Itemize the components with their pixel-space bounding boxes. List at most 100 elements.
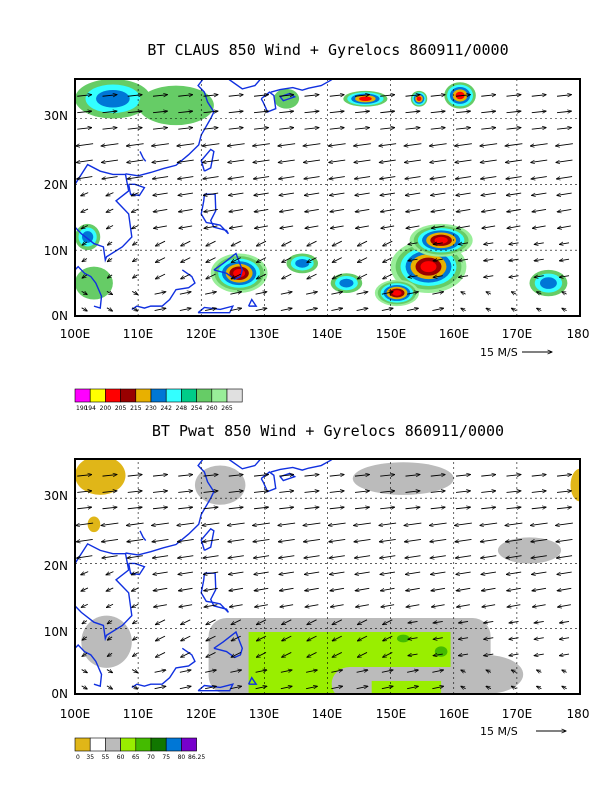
wind-vector [383,619,393,625]
wind-vector [455,128,470,130]
wind-vector [202,538,220,541]
colorbar-label: 80 [178,754,186,761]
wind-vector [279,209,294,211]
wind-vector [76,143,94,146]
colorbar-swatch [165,388,182,403]
wind-vector [486,308,492,310]
cloud-contour [233,269,246,278]
wind-vector [152,95,167,97]
wind-vector [506,475,521,477]
wind-vector [203,507,218,509]
coastline-segment [279,92,297,102]
wind-vector [230,670,241,672]
wind-vector [556,507,571,509]
colorbar-label: 75 [162,754,170,761]
wind-vector [404,159,422,162]
wind-vector [181,240,191,246]
wind-vector [154,292,166,294]
pwat-frame [74,458,581,695]
pwat-contour [434,646,448,657]
wind-vector [254,587,269,590]
wind-vector [431,604,445,607]
wind-vector [506,176,522,179]
colorbar-label: 35 [86,754,94,761]
cloud-contour [273,88,300,109]
wind-vector [383,257,393,263]
wind-vector [106,571,114,575]
claus-xtick: 160E [439,327,470,341]
pwat-fill [75,459,580,694]
wind-vector [429,143,447,146]
wind-vector [181,635,191,641]
wind-vector [482,225,496,228]
wind-vector [77,176,93,179]
wind-vector [486,686,492,688]
wind-vector [77,507,91,509]
wind-vector [102,128,117,130]
pwat-contour [87,516,101,533]
wind-vector [481,475,495,477]
wind-vector [127,555,143,558]
wind-vector [77,128,91,130]
coastline-segment [260,91,277,113]
colorbar-label: 254 [191,405,203,412]
pwat-xtick: 150E [376,707,407,721]
pwat-contour [352,462,454,495]
wind-vector [179,308,191,310]
wind-vector [279,587,294,590]
claus-title: BT CLAUS 850 Wind + Gyrelocs 860911/0000 [147,41,508,59]
wind-vector [458,243,469,245]
wind-vector [458,621,469,623]
wind-vector [179,225,193,228]
wind-vector [506,555,522,558]
coastline-segment [279,472,297,482]
wind-vector [381,225,395,228]
wind-vector [155,273,166,279]
wind-vector [304,491,319,493]
wind-vector [332,652,342,657]
wind-vector [181,257,191,263]
claus-ytick: 30N [44,109,68,123]
wind-vector [155,240,166,246]
wind-vector [178,128,192,130]
wind-vector [506,491,521,493]
wind-vector [433,621,443,623]
pwat-contour [81,615,132,668]
coastline-segment [270,459,333,473]
pwat-xtick: 130E [249,707,280,721]
wind-vector [107,242,113,245]
wind-vector [556,176,573,179]
wind-vector [458,259,469,261]
wind-vector [356,604,369,607]
cloud-contour [96,89,130,108]
pwat-reference-vector: 15 M/S [480,725,566,738]
wind-vector [329,538,346,541]
wind-vector [429,522,447,525]
wind-vector [304,555,320,558]
wind-vector [303,522,321,525]
wind-vector [152,522,169,525]
wind-vector [127,176,143,179]
wind-vector [228,555,244,558]
wind-vector [152,555,169,558]
wind-vector [532,225,546,228]
claus-frame [74,78,581,317]
wind-vector [380,491,394,493]
wind-vector [306,308,317,310]
claus-wind-vectors [76,95,573,311]
wind-vector [430,555,446,558]
coastline-segment [75,644,103,688]
wind-vector [380,128,394,130]
wind-vector [228,491,243,493]
wind-vector [178,571,193,574]
wind-vector [81,308,88,311]
wind-vector [329,95,344,97]
claus-panel: BT CLAUS 850 Wind + Gyrelocs 860911/0000… [44,41,590,412]
wind-vector [231,619,241,625]
wind-vector [455,522,472,525]
wind-vector [133,637,138,640]
wind-vector [253,111,268,113]
wind-vector [407,686,418,688]
wind-vector [481,209,496,211]
